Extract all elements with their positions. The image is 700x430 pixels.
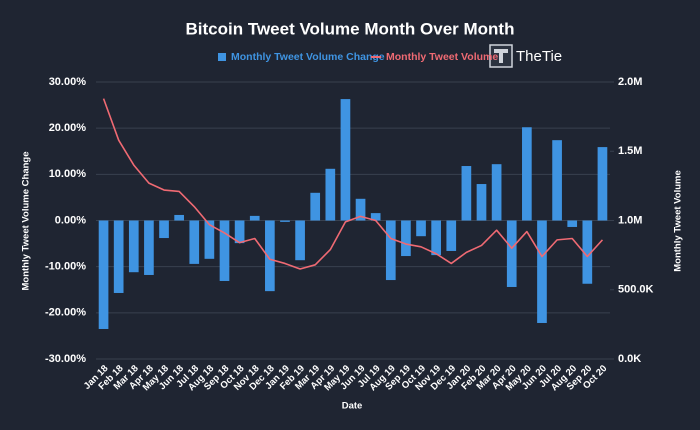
- bar: [582, 220, 593, 284]
- bar: [295, 220, 305, 261]
- y-tick-label: 30.00%: [49, 76, 87, 88]
- bar: [355, 198, 366, 221]
- bar: [537, 220, 547, 323]
- bar: [416, 220, 426, 237]
- y2-axis-title: Monthly Tweet Volume: [673, 170, 684, 272]
- bar: [340, 99, 351, 221]
- logo-glyph: [499, 53, 503, 63]
- y-axis-title: Monthly Tweet Volume Change: [21, 152, 32, 291]
- bar: [325, 168, 336, 221]
- bar: [461, 166, 472, 221]
- bar: [597, 147, 608, 221]
- y2-tick-label: 1.5M: [618, 145, 642, 157]
- bar: [552, 140, 562, 221]
- bar: [128, 220, 139, 273]
- y2-tick-label: 500.0K: [618, 284, 654, 296]
- y-tick-label: 10.00%: [49, 168, 87, 180]
- bar: [476, 184, 487, 221]
- bar: [234, 220, 245, 244]
- legend-label: Monthly Tweet Volume Change: [231, 51, 385, 63]
- bar: [370, 213, 381, 221]
- brand-name: TheTie: [516, 48, 562, 65]
- logo-glyph: [494, 49, 508, 53]
- y-tick-label: 20.00%: [49, 122, 87, 134]
- y-tick-label: -30.00%: [45, 353, 86, 365]
- bar: [144, 220, 154, 275]
- bar: [401, 220, 411, 257]
- legend-label: Monthly Tweet Volume: [386, 51, 498, 63]
- bar: [174, 214, 184, 221]
- bar: [189, 220, 200, 264]
- y-tick-label: 0.00%: [55, 214, 86, 226]
- bar: [98, 220, 109, 329]
- bar: [385, 220, 396, 281]
- legend-swatch: [218, 53, 226, 61]
- line: [102, 98, 604, 270]
- chart-title: Bitcoin Tweet Volume Month Over Month: [186, 19, 515, 38]
- y2-tick-label: 2.0M: [618, 76, 642, 88]
- bar: [567, 220, 578, 227]
- brand-logo: TheTie: [489, 44, 562, 68]
- bar: [265, 220, 275, 292]
- bar: [506, 220, 517, 287]
- bar: [522, 127, 532, 221]
- bar: [113, 220, 124, 293]
- bar: [491, 164, 502, 221]
- bar: [280, 220, 290, 222]
- bar: [159, 220, 169, 239]
- y-tick-label: -20.00%: [45, 307, 86, 319]
- bar: [219, 220, 230, 281]
- bar: [249, 215, 260, 221]
- bar: [204, 220, 215, 259]
- y2-tick-label: 1.0M: [618, 214, 642, 226]
- x-axis-title: Date: [342, 401, 363, 412]
- bar: [431, 220, 441, 256]
- y2-tick-label: 0.0K: [618, 353, 641, 365]
- bar: [446, 220, 457, 251]
- y-tick-label: -10.00%: [45, 261, 86, 273]
- bar: [310, 192, 321, 221]
